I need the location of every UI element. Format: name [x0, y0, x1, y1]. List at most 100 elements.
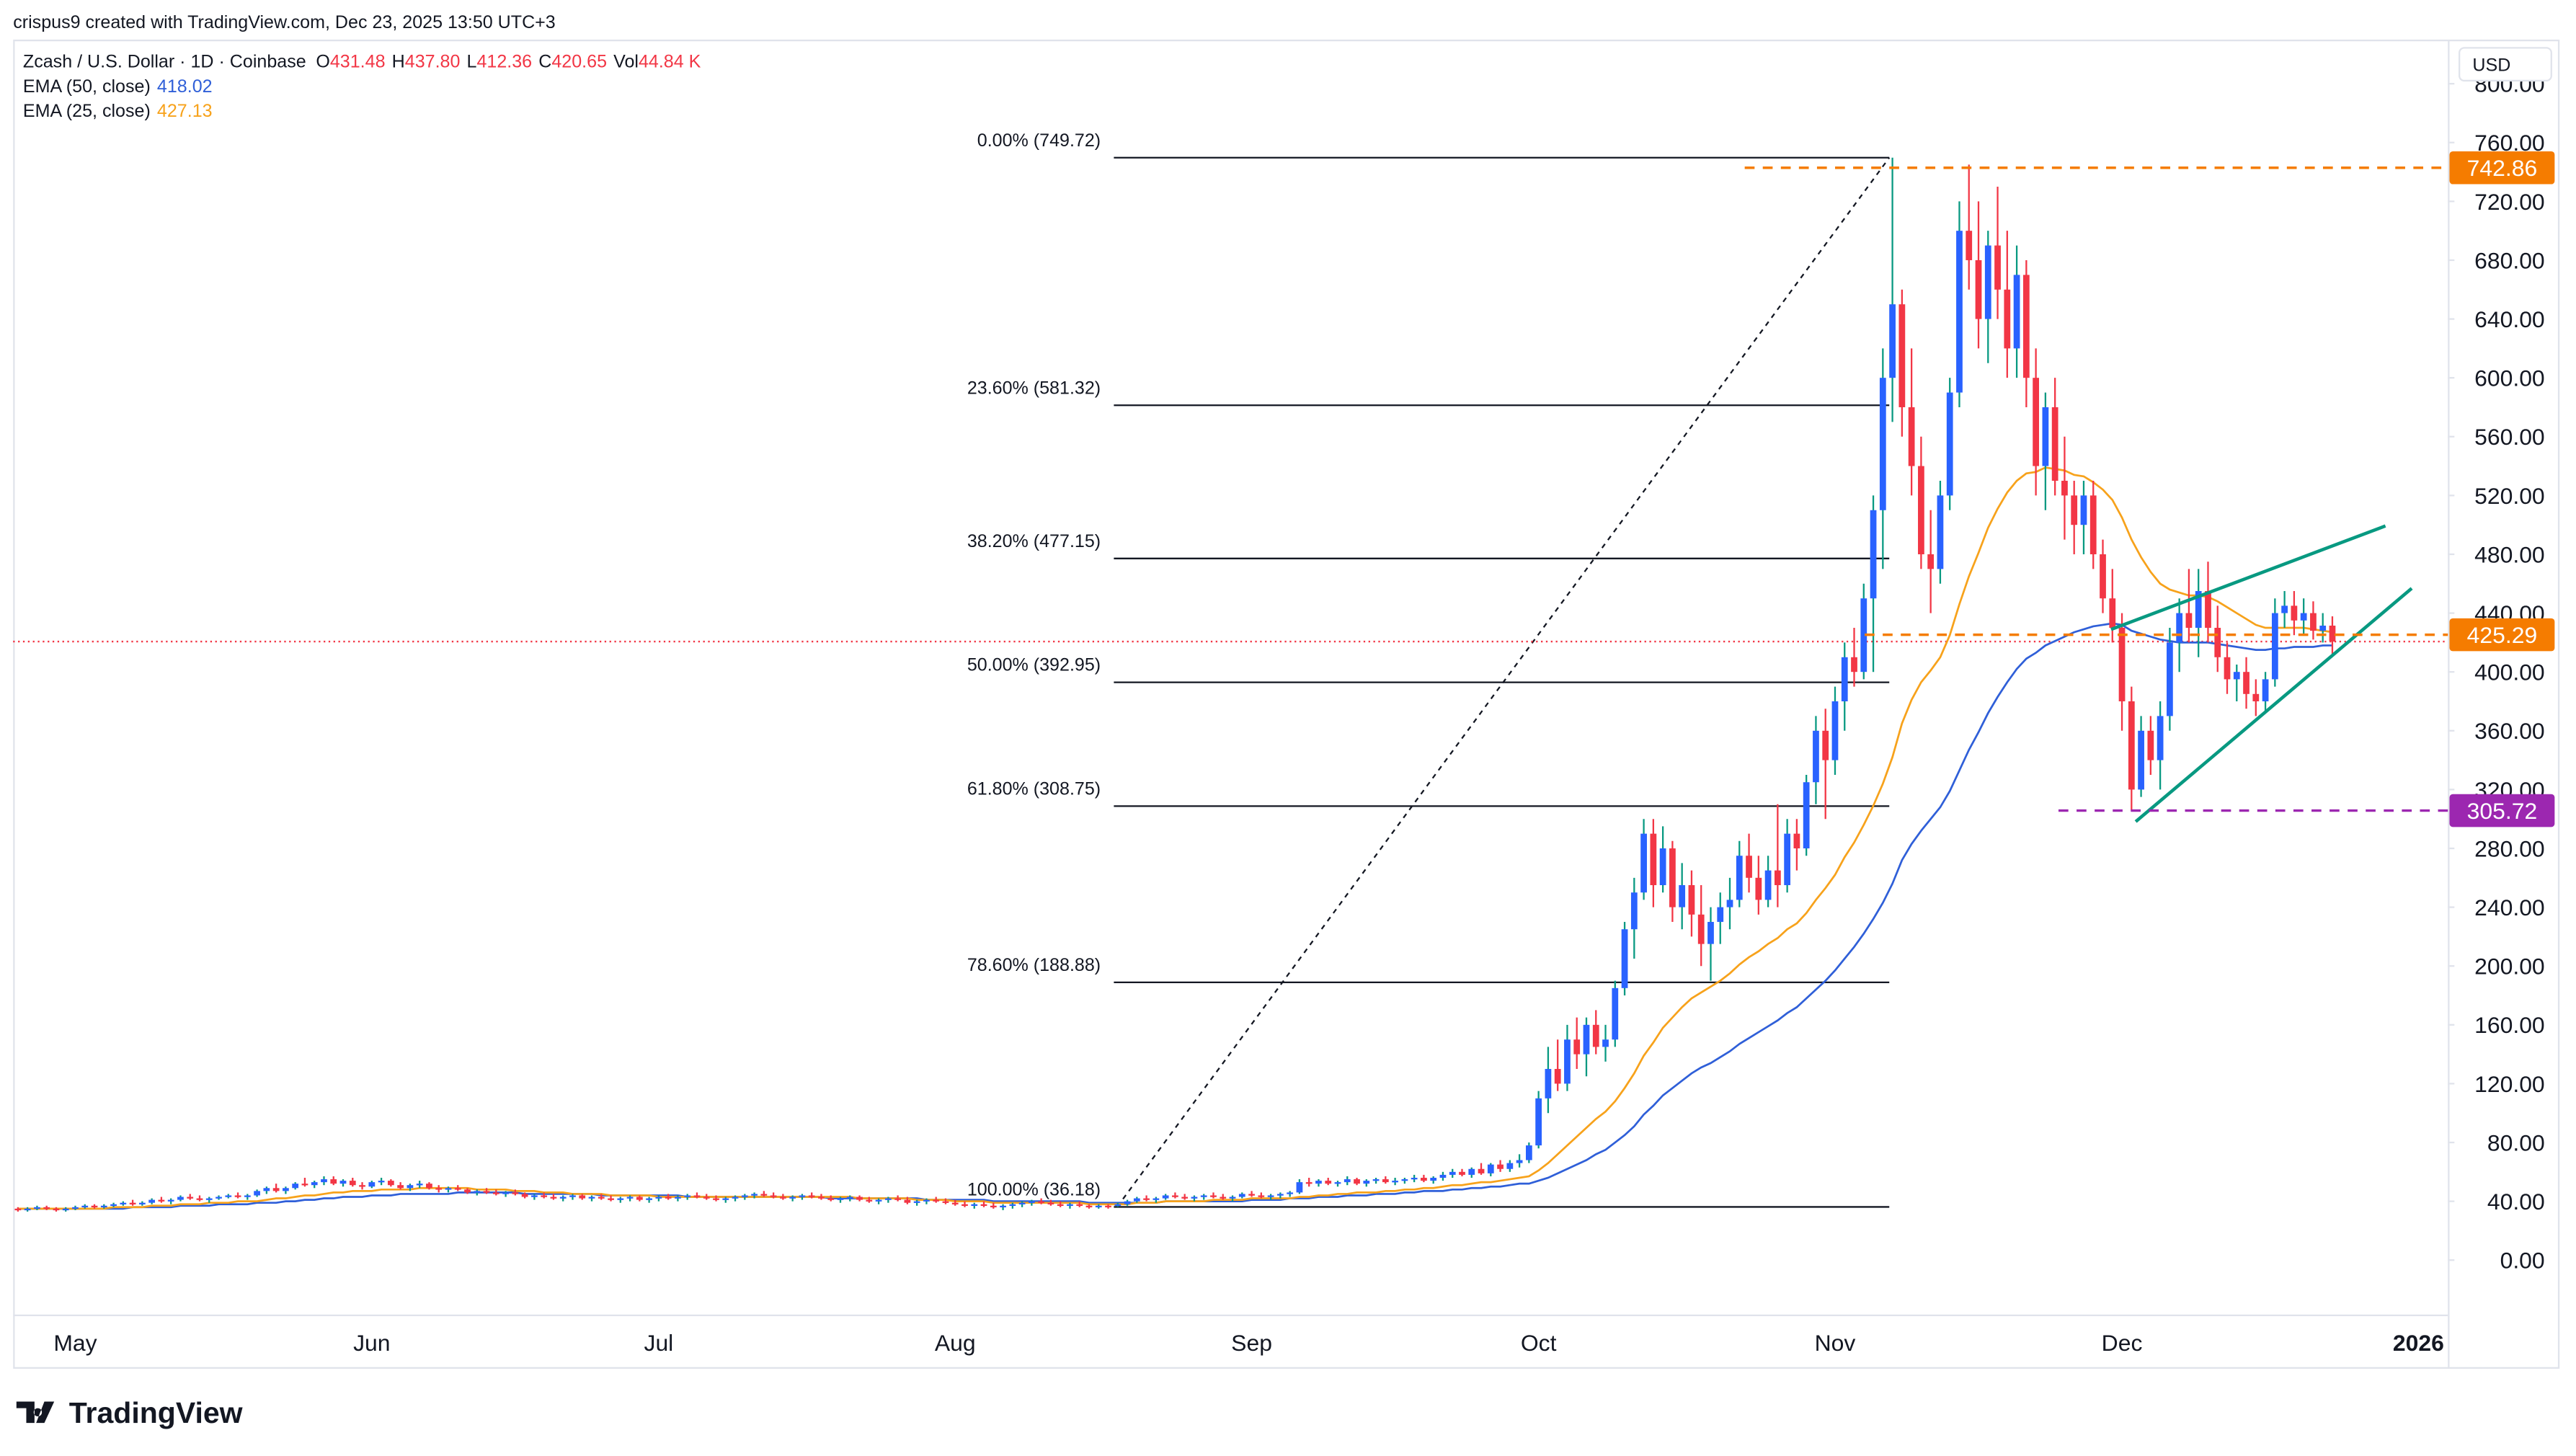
level-box	[2449, 794, 2555, 827]
candle-body	[244, 1195, 251, 1197]
candle-body	[1554, 1069, 1561, 1084]
candle-body	[1573, 1039, 1581, 1055]
candle-body	[1296, 1182, 1303, 1193]
candle-body	[205, 1198, 213, 1200]
candle-body	[2138, 730, 2144, 790]
legend-value: 437.80	[405, 52, 461, 72]
candle-body	[2071, 495, 2078, 525]
candle-body	[1755, 877, 1762, 900]
ema-legend: EMA (50, close) 418.02 EMA (25, close) 427.…	[23, 76, 213, 121]
level-label: 425.29	[2467, 622, 2538, 648]
level-label: 305.72	[2467, 798, 2538, 824]
y-tick-label: 120.00	[2474, 1071, 2545, 1097]
candle-body	[808, 1195, 815, 1197]
candle-body	[1946, 392, 1953, 496]
fib-label: 61.80% (308.75)	[967, 778, 1101, 799]
y-tick-label: 80.00	[2487, 1129, 2545, 1155]
candle-body	[1487, 1164, 1494, 1173]
y-tick-label: 720.00	[2474, 189, 2545, 215]
candle-body	[129, 1202, 136, 1204]
logo: TradingView	[16, 1396, 243, 1429]
candle-body	[2205, 590, 2211, 628]
legend-key: C	[538, 52, 551, 72]
candle-body	[216, 1197, 222, 1199]
legend-key: L	[467, 52, 477, 72]
candle-body	[187, 1197, 194, 1199]
candle-body	[626, 1197, 634, 1199]
ema-legend-row: EMA (25, close) 427.13	[23, 101, 213, 121]
candle-body	[799, 1195, 806, 1197]
currency: USD	[2472, 55, 2510, 75]
candle-body	[1630, 892, 1638, 930]
candle-body	[81, 1205, 89, 1208]
candle-body	[1889, 304, 1896, 378]
candle-body	[1105, 1205, 1111, 1208]
candle-body	[837, 1198, 844, 1200]
candle-body	[1047, 1202, 1054, 1204]
candle-body	[550, 1197, 557, 1199]
candle-body	[1688, 885, 1695, 915]
candle-body	[846, 1197, 853, 1199]
candle-body	[760, 1194, 768, 1196]
candle-body	[1238, 1194, 1245, 1197]
candle-body	[2195, 590, 2202, 628]
candle-body	[646, 1198, 653, 1200]
candle-body	[1602, 1039, 1609, 1047]
candle-body	[1497, 1164, 1504, 1169]
level-label: 742.86	[2467, 155, 2538, 181]
candle-body	[1449, 1171, 1456, 1175]
x-tick-label: Dec	[2102, 1330, 2143, 1356]
fib-label: 38.20% (477.15)	[967, 531, 1101, 551]
x-tick-label: Aug	[935, 1330, 976, 1356]
candle-body	[1774, 870, 1781, 886]
candle-body	[387, 1181, 394, 1186]
candle-body	[598, 1197, 605, 1199]
candle-body	[1937, 495, 1944, 569]
candle-body	[1363, 1181, 1370, 1184]
candle-body	[1181, 1197, 1189, 1199]
candle-body	[2118, 627, 2126, 702]
candle-body	[1305, 1182, 1313, 1184]
candle-body	[1535, 1098, 1542, 1146]
candle-body	[339, 1181, 347, 1184]
candle-body	[1382, 1179, 1389, 1183]
candle-body	[177, 1197, 184, 1200]
candle-body	[1315, 1181, 1322, 1184]
ema-legend-row: EMA (50, close) 418.02	[23, 76, 213, 97]
candle-body	[397, 1185, 404, 1189]
candle-body	[1659, 848, 1666, 886]
candle-body	[665, 1197, 672, 1199]
candle-body	[330, 1179, 337, 1184]
x-tick-label: 2026	[2393, 1330, 2444, 1356]
candle-body	[1095, 1205, 1102, 1208]
candle-body	[1564, 1039, 1571, 1084]
candle-body	[1803, 782, 1810, 849]
y-tick-label: 40.00	[2487, 1189, 2545, 1215]
attribution: crispus9 created with TradingView.com, D…	[13, 12, 556, 32]
candle-body	[1640, 833, 1647, 893]
candle-body	[2100, 554, 2106, 599]
candle-body	[636, 1197, 643, 1200]
candle-body	[980, 1204, 987, 1206]
x-tick-label: Jul	[644, 1330, 673, 1356]
candle-body	[1994, 245, 2001, 290]
candle-body	[1717, 907, 1724, 923]
legend-row: Zcash / U.S. Dollar · 1D · Coinbase O431.…	[23, 52, 701, 72]
candle-body	[454, 1188, 461, 1190]
candle-body	[961, 1204, 968, 1206]
candle-body	[53, 1208, 60, 1211]
candle-body	[933, 1199, 940, 1202]
candle-body	[1287, 1192, 1294, 1194]
candle-body	[1085, 1205, 1093, 1208]
candle-body	[1984, 245, 1991, 319]
candle-body	[1057, 1204, 1064, 1206]
y-tick-label: 680.00	[2474, 247, 2545, 273]
candle-body	[464, 1189, 471, 1193]
y-tick-label: 280.00	[2474, 835, 2545, 861]
legend-key: Vol	[613, 52, 639, 72]
candle-body	[541, 1195, 548, 1197]
candle-body	[1152, 1198, 1160, 1200]
candle-body	[34, 1207, 40, 1209]
candle-body	[1038, 1201, 1045, 1203]
